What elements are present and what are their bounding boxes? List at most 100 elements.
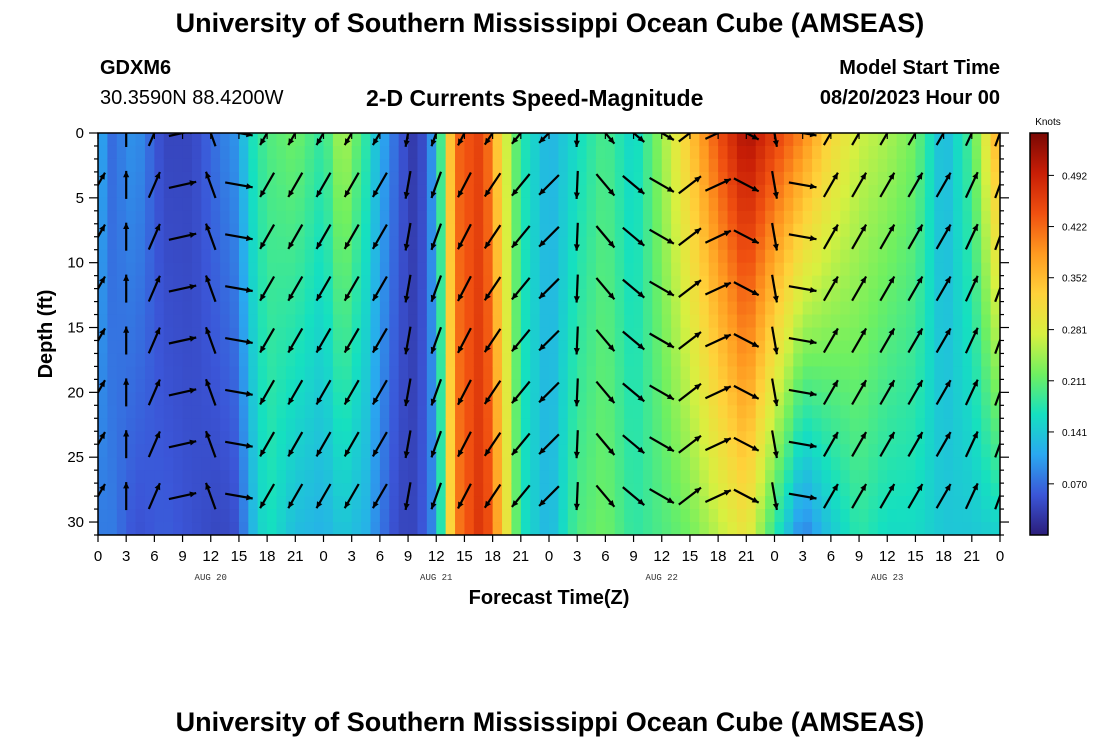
current-arrow <box>204 171 217 199</box>
heatmap-cell <box>727 184 738 199</box>
heatmap-cell <box>558 444 569 458</box>
x-tick-label: 21 <box>963 548 980 565</box>
heatmap-cell <box>840 145 851 160</box>
heatmap-cell <box>436 457 447 471</box>
heatmap-cell <box>614 483 625 497</box>
heatmap-cell <box>417 496 428 510</box>
heatmap-cell <box>116 496 127 510</box>
current-arrow <box>678 133 692 143</box>
heatmap-cell <box>906 145 917 160</box>
heatmap-cell <box>840 275 851 290</box>
heatmap-cell <box>755 314 766 329</box>
heatmap-cell <box>520 314 531 329</box>
heatmap-cell <box>830 133 841 147</box>
heatmap-cell <box>126 171 137 186</box>
colorbar-tick-label: 0.492 <box>1062 171 1087 182</box>
heatmap-cell <box>783 236 794 251</box>
heatmap-cell <box>210 431 221 445</box>
heatmap-cell <box>558 457 569 471</box>
heatmap-cell <box>314 275 325 290</box>
heatmap-cell <box>332 496 343 510</box>
heatmap-cell <box>473 418 484 432</box>
heatmap-cell <box>859 405 870 419</box>
heatmap-cell <box>201 210 212 225</box>
heatmap-cell <box>314 197 325 212</box>
current-arrow <box>232 133 253 138</box>
heatmap-cell <box>229 133 240 147</box>
heatmap-cell <box>699 327 710 342</box>
heatmap-cell <box>445 275 456 290</box>
heatmap-cell <box>671 353 682 368</box>
heatmap-cell <box>229 158 240 173</box>
current-arrow <box>430 275 443 303</box>
heatmap-cell <box>652 392 663 406</box>
heatmap-cell <box>483 405 494 419</box>
heatmap-cell <box>868 496 879 510</box>
heatmap-cell <box>304 275 315 290</box>
heatmap-cell <box>379 366 390 380</box>
heatmap-cell <box>379 197 390 212</box>
heatmap-cell <box>191 133 202 147</box>
heatmap-cell <box>379 444 390 458</box>
heatmap-cell <box>793 249 804 264</box>
heatmap-cell <box>455 197 466 212</box>
current-arrow <box>796 133 817 138</box>
current-arrow <box>822 224 839 250</box>
heatmap-cell <box>107 301 118 316</box>
heatmap-cell <box>530 483 541 497</box>
heatmap-cell <box>389 327 400 342</box>
heatmap-cell <box>107 340 118 355</box>
heatmap-cell <box>642 275 653 290</box>
heatmap-cell <box>943 470 954 484</box>
heatmap-cell <box>173 171 184 186</box>
heatmap-cell <box>906 210 917 225</box>
heatmap-cell <box>887 457 898 471</box>
heatmap-cell <box>361 171 372 186</box>
heatmap-cell <box>718 288 729 303</box>
heatmap-cell <box>182 353 193 368</box>
heatmap-cell <box>633 223 644 238</box>
current-arrow <box>622 330 646 351</box>
heatmap-cell <box>398 379 409 393</box>
heatmap-cell <box>924 392 935 406</box>
heatmap-cell <box>595 457 606 471</box>
heatmap-cell <box>351 262 362 277</box>
current-arrow <box>225 337 253 345</box>
heatmap-cell <box>530 133 541 147</box>
heatmap-cell <box>652 470 663 484</box>
heatmap-cell <box>445 145 456 160</box>
heatmap-cell <box>577 405 588 419</box>
heatmap-cell <box>718 223 729 238</box>
heatmap-cell <box>483 210 494 225</box>
heatmap-cell <box>605 470 616 484</box>
heatmap-cell <box>755 171 766 186</box>
heatmap-cell <box>210 353 221 368</box>
heatmap-cell <box>389 158 400 173</box>
heatmap-cell <box>398 457 409 471</box>
heatmap-cell <box>389 457 400 471</box>
heatmap-cell <box>295 171 306 186</box>
heatmap-cell <box>191 327 202 342</box>
current-arrow <box>622 486 646 506</box>
heatmap-cell <box>379 145 390 160</box>
heatmap-cell <box>530 431 541 445</box>
heatmap-cell <box>455 353 466 368</box>
heatmap-cell <box>455 470 466 484</box>
heatmap-cell <box>351 133 362 147</box>
heatmap-cell <box>210 145 221 160</box>
heatmap-cell <box>840 249 851 264</box>
current-arrow <box>204 378 217 406</box>
heatmap-cell <box>116 509 127 523</box>
current-arrow <box>822 327 839 354</box>
heatmap-cell <box>943 210 954 225</box>
heatmap-cell <box>248 509 259 523</box>
heatmap-cell <box>971 496 982 510</box>
heatmap-cell <box>577 314 588 329</box>
heatmap-cell <box>332 522 343 535</box>
heatmap-cell <box>953 197 964 212</box>
heatmap-cell <box>116 327 127 342</box>
heatmap-cell <box>530 184 541 199</box>
heatmap-cell <box>126 145 137 160</box>
heatmap-cell <box>718 444 729 458</box>
heatmap-cell <box>962 379 973 393</box>
